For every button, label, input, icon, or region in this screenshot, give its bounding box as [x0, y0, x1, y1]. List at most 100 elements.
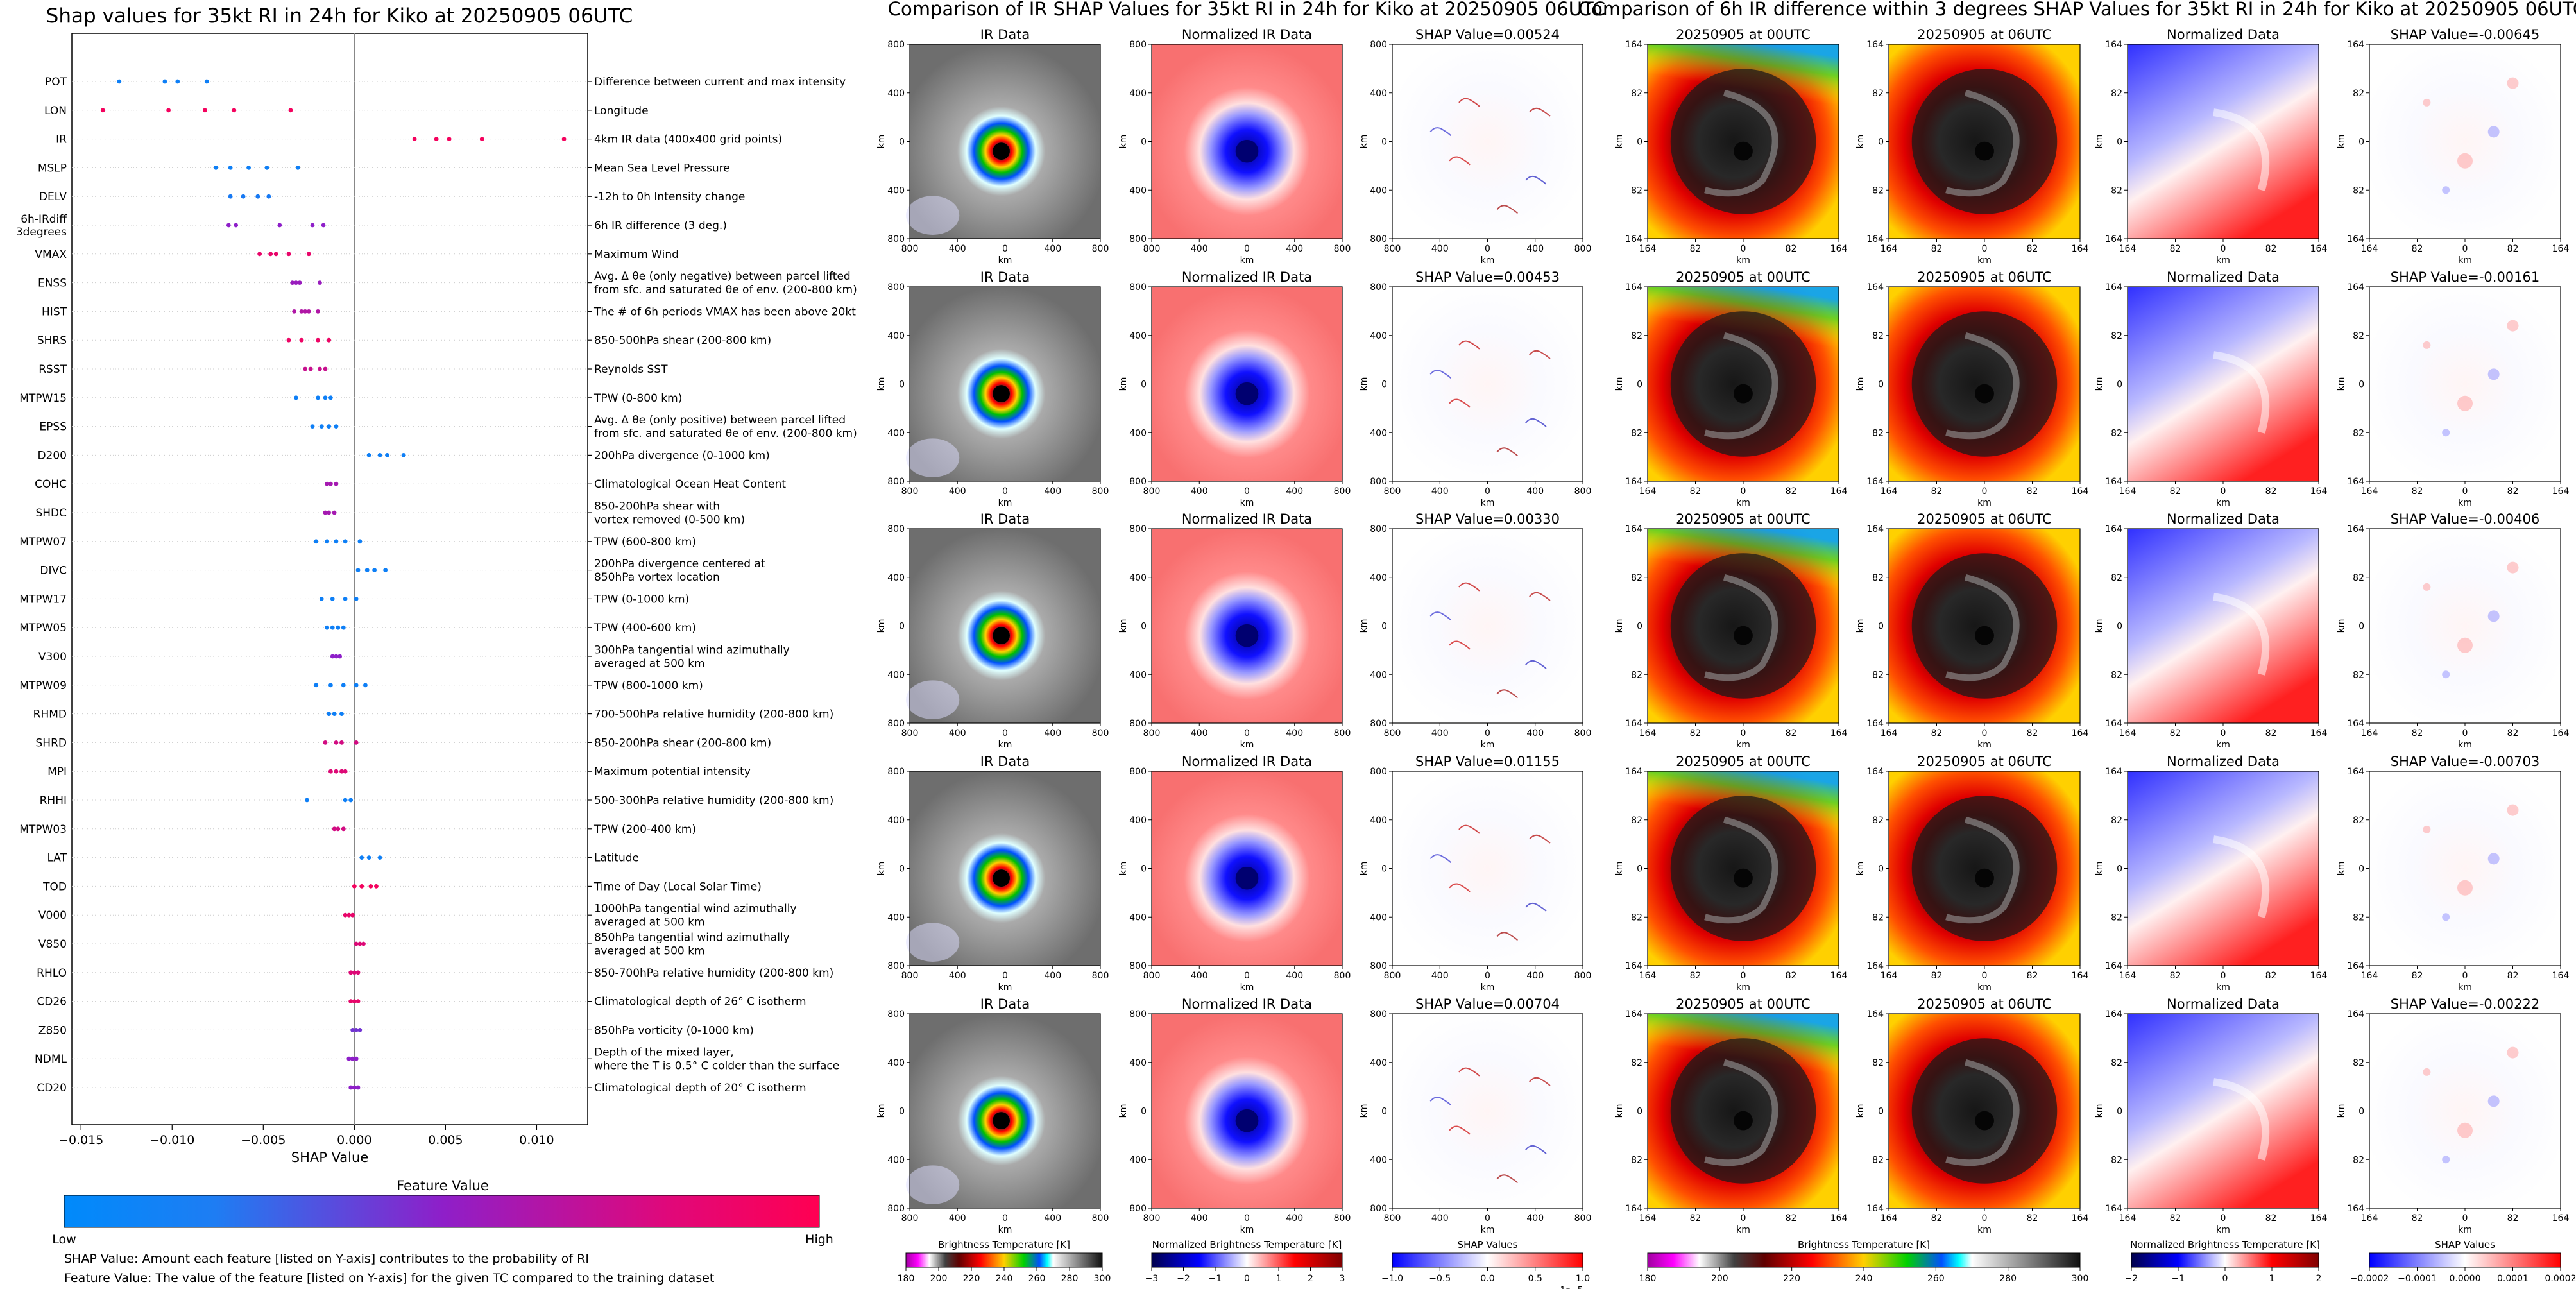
- y-tick-label: 82: [1872, 912, 1884, 923]
- x-axis-label: km: [2458, 498, 2472, 508]
- storm-eye: [993, 627, 1010, 645]
- y-tick-label: 800: [1129, 234, 1147, 244]
- y-tick-label: 164: [1866, 1204, 1884, 1214]
- feature-description: averaged at 500 km: [594, 916, 705, 929]
- x-tick-label: 800: [1384, 728, 1401, 738]
- spiral-band: [2213, 1078, 2270, 1161]
- feature-description: 850-700hPa relative humidity (200-800 km…: [594, 967, 833, 980]
- y-tick-label: 800: [1370, 719, 1387, 729]
- shap-point: [264, 166, 269, 170]
- shap-streak: [1525, 902, 1547, 912]
- x-tick-label: 400: [1191, 1213, 1208, 1224]
- x-tick-label: 800: [1092, 1213, 1109, 1224]
- shap-blob: [2442, 670, 2450, 679]
- shap-point: [277, 223, 282, 228]
- x-axis-label: km: [1736, 1225, 1750, 1235]
- y-tick-label: 164: [1866, 961, 1884, 971]
- y-tick-label: 400: [887, 185, 905, 196]
- panel-title: SHAP Value=0.00524: [1415, 27, 1560, 42]
- y-tick-label: 400: [887, 912, 905, 923]
- storm-eye: [1235, 624, 1259, 647]
- y-tick-label: 82: [2353, 185, 2364, 196]
- heatmap-panel: SHAP Value=-0.00703164164828200828216416…: [2336, 754, 2569, 993]
- shap-point: [355, 999, 361, 1003]
- x-tick-label: 0.010: [519, 1133, 554, 1147]
- colorbar: Brightness Temperature [K] 180 200 220 240 26…: [1639, 1239, 2089, 1284]
- x-axis-label: km: [2216, 1225, 2230, 1235]
- y-tick-label: 800: [887, 282, 905, 293]
- x-tick-label: 164: [1881, 1213, 1898, 1224]
- y-tick-label: 82: [2111, 1058, 2122, 1068]
- feature-description: TPW (0-1000 km): [593, 593, 689, 606]
- shap-point: [295, 166, 300, 170]
- feature-label: DELV: [39, 191, 67, 203]
- x-tick-label: 400: [1431, 971, 1449, 981]
- shap-blob: [2507, 320, 2519, 332]
- storm-eye: [1734, 141, 1753, 161]
- x-tick-label: 400: [1286, 244, 1303, 254]
- shap-streak: [1525, 660, 1547, 669]
- y-axis-label: km: [1118, 377, 1129, 391]
- shap-point: [561, 137, 567, 142]
- heatmap-panel: 20250905 at 00UTC1641648282008282164164k…: [1614, 27, 1847, 266]
- shap-point: [352, 999, 357, 1003]
- y-tick-label: 164: [1866, 477, 1884, 487]
- y-axis-label: km: [1614, 862, 1625, 876]
- x-tick-label: 164: [1639, 728, 1657, 738]
- x-tick-label: 400: [1526, 1213, 1544, 1224]
- shap-streak: [1496, 1174, 1519, 1184]
- colorbar-tick-label: 260: [1927, 1274, 1945, 1284]
- x-tick-label: 400: [1286, 971, 1303, 981]
- shap-blob: [2487, 853, 2500, 865]
- x-tick-label: 82: [2170, 1213, 2181, 1224]
- x-tick-label: 400: [1431, 728, 1449, 738]
- panel-title: 20250905 at 06UTC: [1917, 511, 2052, 527]
- y-tick-label: 82: [2111, 331, 2122, 341]
- shap-point: [332, 510, 337, 515]
- shap-streak: [1429, 854, 1452, 864]
- panel-image: [2128, 287, 2319, 481]
- y-tick-label: 0: [1381, 137, 1387, 148]
- feature-description: TPW (600-800 km): [593, 536, 696, 549]
- x-tick-label: 82: [2507, 244, 2519, 254]
- y-tick-label: 800: [887, 961, 905, 971]
- colorbar-label: Normalized Brightness Temperature [K]: [2130, 1239, 2320, 1251]
- y-tick-label: 82: [2111, 1155, 2122, 1165]
- feature-description: 200hPa divergence (0-1000 km): [594, 449, 770, 462]
- x-tick-label: 82: [1690, 486, 1702, 497]
- feature-description: 850-500hPa shear (200-800 km): [594, 334, 771, 347]
- feature-label: MTPW17: [19, 593, 67, 606]
- shap-point: [328, 481, 333, 486]
- y-tick-label: 0: [2117, 137, 2122, 148]
- shap-blob: [2457, 153, 2473, 169]
- heatmap-panel: Normalized IR Data8008004004000040040080…: [1118, 754, 1351, 993]
- x-tick-label: 82: [1690, 971, 1702, 981]
- x-axis-label: km: [2216, 982, 2230, 993]
- y-tick-label: 400: [1129, 89, 1147, 99]
- shap-point: [268, 252, 273, 257]
- x-tick-label: 400: [1286, 486, 1303, 497]
- y-tick-label: 800: [1370, 234, 1387, 244]
- y-axis-label: km: [1118, 619, 1129, 633]
- shap-streak: [1525, 1145, 1547, 1154]
- x-tick-label: 82: [2412, 971, 2423, 981]
- y-tick-label: 0: [899, 864, 905, 875]
- y-tick-label: 164: [2105, 477, 2122, 487]
- x-tick-label: 400: [1044, 244, 1061, 254]
- y-tick-label: 0: [1141, 622, 1147, 632]
- panel-image: [2369, 771, 2561, 966]
- y-tick-label: 164: [2347, 477, 2364, 487]
- x-tick-label: 800: [1574, 971, 1592, 981]
- x-tick-label: 82: [1786, 486, 1797, 497]
- feature-description: where the T is 0.5° C colder than the su…: [594, 1060, 839, 1073]
- feature-description: Latitude: [594, 852, 639, 865]
- x-axis-label: km: [1977, 1225, 1992, 1235]
- y-tick-label: 400: [1370, 1155, 1387, 1165]
- x-tick-label: 800: [1092, 244, 1109, 254]
- colorbar-tick-label: −3: [1145, 1274, 1159, 1284]
- shap-point: [350, 1056, 355, 1061]
- shap-blob: [2507, 804, 2519, 816]
- panel-title: Normalized IR Data: [1182, 27, 1312, 42]
- colorbar-tick-label: 0.0000: [2450, 1274, 2481, 1284]
